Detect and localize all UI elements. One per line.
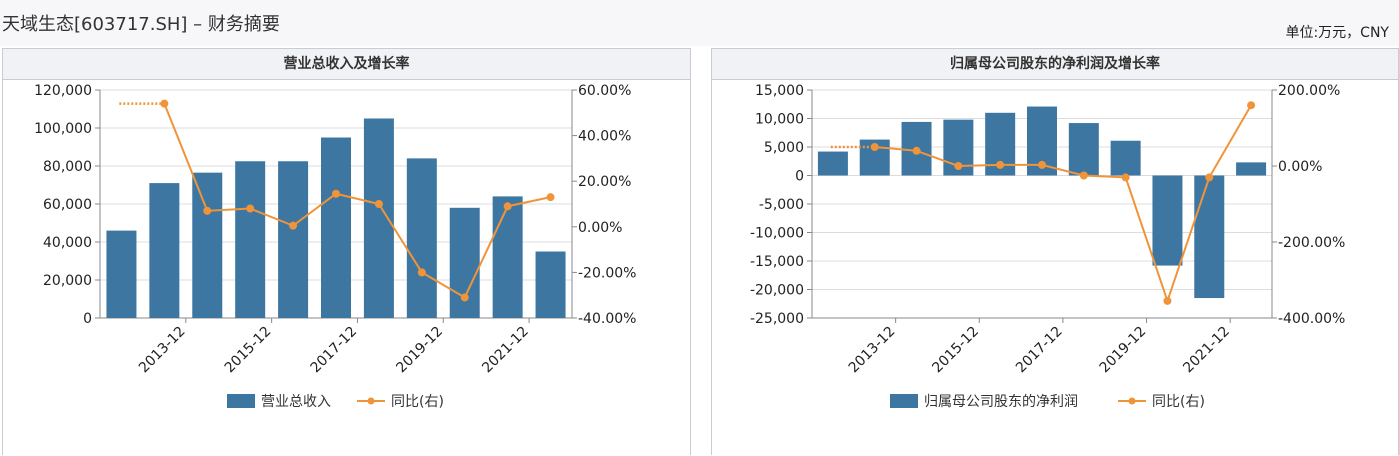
growth-point xyxy=(332,189,340,198)
y-right-tick-label: 40.00% xyxy=(578,129,631,145)
unit-label: 单位:万元，CNY xyxy=(1285,25,1389,41)
growth-point xyxy=(954,162,963,170)
growth-line xyxy=(163,103,551,299)
y-left-tick-label: -5,000 xyxy=(759,197,804,213)
y-left-tick-label: 100,000 xyxy=(34,121,92,137)
bar xyxy=(492,196,523,318)
y-right-tick-label: -200.00% xyxy=(1278,235,1345,251)
growth-point xyxy=(503,202,512,211)
revenue-chart: 0 20,000 40,000 60,000 80,000 100,000 120,000 -… xyxy=(34,83,636,410)
growth-point xyxy=(1247,101,1256,110)
growth-point xyxy=(546,193,555,202)
y-right-tick-label: -40.00% xyxy=(578,311,636,327)
x-tick-label: 2019-12 xyxy=(1097,324,1150,377)
y-left-tick-label: 40,000 xyxy=(43,235,92,251)
page-title: 天域生态[603717.SH] – 财务摘要 xyxy=(2,14,280,35)
revenue-chart-panel: 营业总收入及增长率 0 20,000 40,000 60,000 80,000 100,0… xyxy=(2,48,691,455)
x-tick-label: 2013-12 xyxy=(846,324,899,377)
growth-point xyxy=(1079,171,1088,180)
bar xyxy=(106,230,137,318)
x-tick-label: 2021-12 xyxy=(479,324,532,377)
y-right-tick-label: 200.00% xyxy=(1278,83,1340,99)
revenue-chart-title: 营业总收入及增长率 xyxy=(3,49,690,80)
growth-point xyxy=(912,146,921,155)
bar xyxy=(1194,175,1225,299)
y-right-tick-label: 0.00% xyxy=(578,220,622,236)
growth-point xyxy=(1038,160,1046,169)
y-left-tick-label: -10,000 xyxy=(750,226,804,242)
y-left-tick-label: 5,000 xyxy=(764,140,804,156)
net-profit-chart-panel: 归属母公司股东的净利润及增长率 -25,000 -20,000 -15,000 -10… xyxy=(711,48,1399,455)
x-tick-label: 2021-12 xyxy=(1180,324,1233,377)
growth-point xyxy=(1205,173,1214,182)
growth-point xyxy=(1163,296,1172,305)
y-left-tick-label: 120,000 xyxy=(34,83,92,99)
y-right-tick-label: 60.00% xyxy=(578,83,631,99)
growth-point xyxy=(374,200,383,208)
growth-point xyxy=(1121,173,1130,182)
legend-label-bar: 营业总收入 xyxy=(261,394,331,410)
bar xyxy=(149,183,180,318)
bar xyxy=(363,118,394,318)
bar xyxy=(278,161,309,318)
y-left-tick-label: 0 xyxy=(795,169,804,185)
x-tick-label: 2013-12 xyxy=(136,324,189,377)
bar xyxy=(1152,175,1183,266)
y-left-tick-label: 20,000 xyxy=(43,273,92,289)
y-left-tick-label: 10,000 xyxy=(755,112,804,128)
growth-point xyxy=(160,99,169,108)
bar xyxy=(1236,162,1267,176)
y-left-tick-label: -15,000 xyxy=(750,254,804,270)
x-tick-label: 2015-12 xyxy=(222,324,275,377)
y-left-tick-label: -25,000 xyxy=(750,311,804,327)
growth-line xyxy=(874,104,1252,305)
legend-swatch-bar xyxy=(227,394,255,408)
bar xyxy=(321,137,351,318)
bar xyxy=(817,151,848,176)
x-tick-label: 2017-12 xyxy=(1013,324,1066,377)
page-header: 天域生态[603717.SH] – 财务摘要 单位:万元，CNY xyxy=(0,0,1399,46)
y-left-tick-label: 80,000 xyxy=(43,159,92,175)
growth-point xyxy=(203,206,212,215)
bar xyxy=(1068,123,1099,176)
x-tick-label: 2017-12 xyxy=(308,324,361,377)
growth-point xyxy=(289,221,298,230)
growth-point xyxy=(417,268,426,277)
legend-label-line: 同比(右) xyxy=(391,394,444,410)
y-left-tick-label: 15,000 xyxy=(755,83,804,99)
bar xyxy=(235,161,266,318)
growth-point xyxy=(996,160,1005,169)
x-tick-label: 2019-12 xyxy=(393,324,446,377)
growth-point xyxy=(246,204,255,213)
y-right-tick-label: 0.00% xyxy=(1278,159,1322,175)
legend-swatch-point xyxy=(367,397,375,405)
bar xyxy=(535,251,566,318)
legend-swatch-point xyxy=(1128,397,1136,405)
net-profit-chart: -25,000 -20,000 -15,000 -10,000 -5,000 0 5,000… xyxy=(750,83,1345,410)
growth-point xyxy=(460,293,469,302)
y-right-tick-label: -400.00% xyxy=(1278,311,1345,327)
net-profit-chart-title: 归属母公司股东的净利润及增长率 xyxy=(712,49,1398,80)
bar xyxy=(1110,140,1141,176)
bar xyxy=(406,158,437,318)
x-tick-label: 2015-12 xyxy=(929,324,982,377)
y-left-tick-label: 60,000 xyxy=(43,197,92,213)
growth-point xyxy=(870,143,879,151)
legend-label-line: 同比(右) xyxy=(1152,394,1205,410)
legend-label-bar: 归属母公司股东的净利润 xyxy=(924,393,1078,410)
y-left-tick-label: -20,000 xyxy=(750,283,804,299)
bar xyxy=(192,172,223,318)
y-left-tick-label: 0 xyxy=(83,311,92,327)
y-right-tick-label: -20.00% xyxy=(578,265,636,281)
y-right-tick-label: 20.00% xyxy=(578,174,631,190)
legend-swatch-bar xyxy=(890,394,918,408)
